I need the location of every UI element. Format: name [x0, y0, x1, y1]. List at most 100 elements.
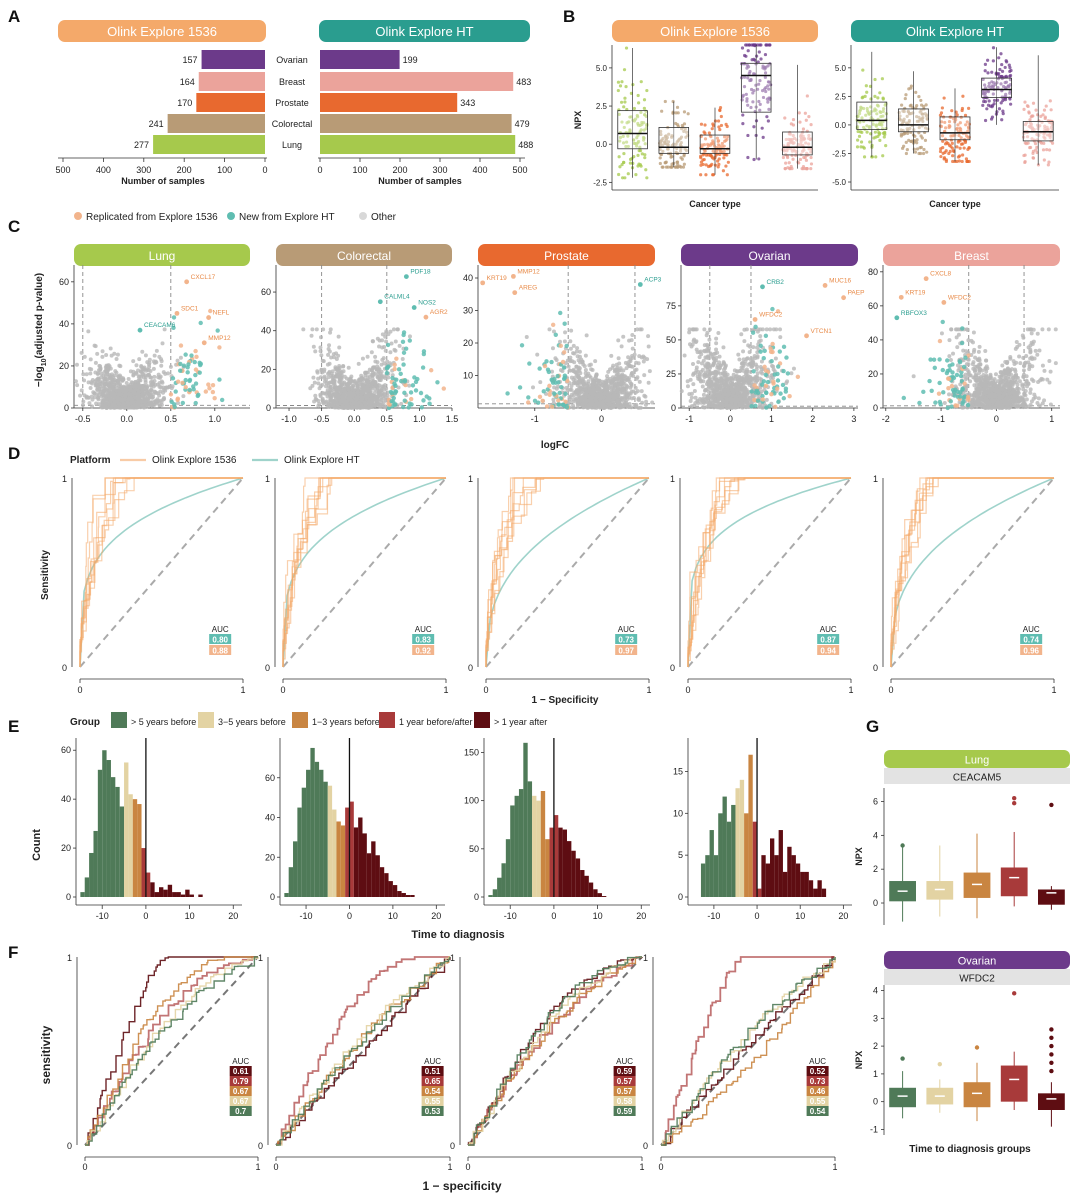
b-point — [940, 106, 944, 110]
b-point — [983, 62, 987, 66]
c-point-other — [644, 399, 649, 404]
b-point — [955, 145, 959, 149]
b-point — [903, 96, 907, 101]
b-point — [711, 122, 715, 126]
c-point-other — [635, 327, 640, 332]
b-point — [905, 127, 909, 131]
c-point-other — [113, 369, 118, 374]
c-point-other — [347, 377, 352, 382]
b-point — [961, 153, 965, 157]
c-point-other — [308, 386, 313, 391]
b-point — [1043, 136, 1047, 140]
panel-letter-a: A — [8, 7, 20, 26]
b-point — [758, 102, 762, 106]
b-point — [767, 107, 771, 112]
c-point-other — [623, 360, 628, 365]
c-point-labeled — [637, 282, 643, 287]
c-point-other — [773, 356, 778, 361]
b-point — [752, 157, 756, 162]
b-box-lung — [616, 46, 649, 180]
c-point-other — [382, 361, 387, 366]
b-point — [700, 145, 704, 149]
c-point-other — [100, 354, 105, 359]
a-right-value: 343 — [460, 98, 475, 108]
b-point — [923, 138, 928, 142]
b-point — [621, 134, 625, 139]
c-point-significant — [536, 400, 541, 405]
c-point-other — [336, 404, 341, 409]
b-point — [703, 123, 707, 127]
b-point — [743, 75, 747, 79]
b-point — [719, 114, 723, 119]
c-point-significant — [559, 384, 564, 390]
b-header-bg — [851, 20, 1059, 42]
b-point — [1047, 160, 1051, 164]
b-point — [792, 136, 797, 140]
b-y-tick-label: 5.0 — [596, 64, 608, 73]
b-point — [944, 158, 948, 162]
b-point — [878, 138, 882, 142]
c-point-other — [605, 396, 610, 401]
b-point — [938, 113, 943, 117]
c-point-other — [619, 379, 624, 384]
b-point — [724, 164, 728, 168]
c-point-other — [369, 350, 374, 355]
c-point-other — [124, 388, 129, 393]
c-header-bg — [74, 244, 250, 266]
b-point — [861, 145, 865, 149]
a-left-tick-label: 500 — [55, 165, 70, 175]
c-point-other — [622, 395, 627, 400]
b-point — [905, 148, 909, 152]
b-point — [939, 111, 944, 115]
b-point — [624, 85, 628, 89]
b-point — [713, 163, 718, 167]
c-point-other — [141, 375, 146, 380]
b-point — [882, 135, 886, 139]
b-point — [745, 99, 749, 103]
c-x-tick-label: -1 — [685, 414, 693, 424]
c-point-significant — [537, 394, 543, 400]
a-left-bar-breast — [198, 72, 265, 91]
b-point — [939, 154, 943, 159]
b-point — [766, 119, 770, 123]
c-point-other — [104, 352, 109, 357]
b-point — [1039, 114, 1043, 118]
b-point — [749, 87, 754, 92]
c-point-other — [151, 359, 156, 364]
b-point — [802, 155, 806, 160]
c-point-other — [346, 365, 351, 370]
b-point — [983, 86, 988, 90]
b-point — [711, 142, 716, 146]
b-point — [1049, 125, 1053, 130]
b-point — [744, 43, 748, 47]
panel-letter-b: B — [563, 7, 575, 26]
b-point — [902, 144, 906, 148]
c-point-other — [137, 378, 142, 383]
c-point-other — [311, 375, 316, 380]
b-point — [766, 80, 771, 84]
b-point — [1004, 74, 1008, 78]
b-point — [874, 108, 878, 112]
b-point — [809, 155, 813, 160]
b-point — [636, 153, 640, 157]
c-point-other — [360, 390, 365, 395]
c-y-tick-label: 60 — [59, 277, 69, 287]
b-point — [666, 143, 670, 147]
b-point — [861, 68, 865, 72]
b-point — [720, 141, 724, 146]
b-point — [791, 123, 796, 127]
b-iqr-box — [782, 131, 813, 156]
c-point-other — [714, 336, 719, 341]
b-point — [804, 118, 808, 122]
c-point-other — [591, 385, 596, 390]
c-point-other — [95, 377, 100, 382]
c-point-other — [140, 349, 145, 354]
b-point — [804, 158, 809, 162]
c-point-other — [617, 404, 622, 409]
c-point-other — [75, 383, 80, 388]
b-point — [1030, 114, 1034, 118]
c-point-other — [646, 334, 651, 339]
b-point — [763, 71, 768, 75]
c-point-other — [692, 388, 697, 393]
c-point-labeled — [403, 274, 409, 279]
